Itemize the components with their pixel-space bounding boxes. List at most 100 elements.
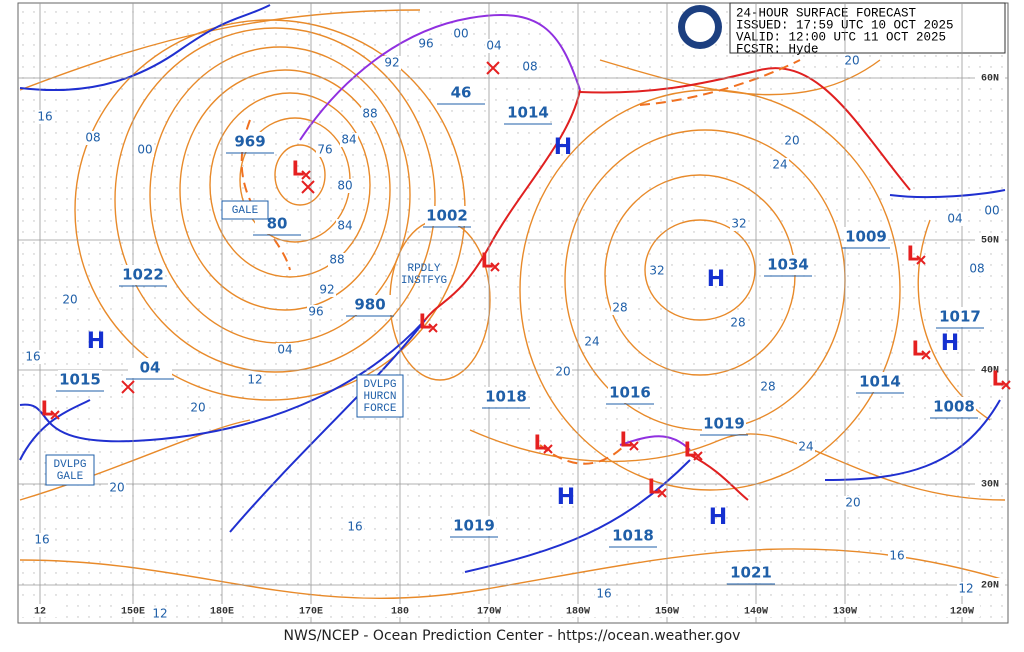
noaa-logo-inner [685,12,715,42]
isobar-label-bg [844,496,862,510]
low-center: L [684,438,697,462]
pressure-bg [121,265,165,285]
isobar-label-bg [361,107,379,121]
isobar-label-bg [888,549,906,563]
isobar-label: 92 [319,283,334,297]
low-center: L [620,428,633,452]
isobar-label-bg [61,293,79,307]
pressure-bg [608,383,652,403]
pressure-bg [348,295,392,315]
pressure-center: 1022 [122,266,164,284]
isobar-label: 96 [418,37,433,51]
isobar-label: 20 [784,134,799,148]
pressure-center: 980 [354,296,385,314]
pressure-center: 1019 [453,517,495,535]
isobar-label-bg [968,262,986,276]
lon-label-box [204,604,240,617]
isobar-label: 32 [731,217,746,231]
low-center: L [912,337,925,361]
high-center: H [87,329,105,354]
isobar-label: 16 [347,520,362,534]
lon-label: 150W [655,607,679,618]
isobar-label: 24 [584,335,599,349]
lon-label: 180E [210,607,234,618]
high-center: H [554,135,572,160]
lat-label: 50N [981,236,999,247]
isobar-label-bg [983,204,1001,218]
pressure-bg [932,397,976,417]
high-center: H [557,485,575,510]
isobar-label-bg [383,56,401,70]
isobar-label: 08 [969,262,984,276]
pressure-center: 1015 [59,371,101,389]
isobar-label-bg [521,60,539,74]
isobar-label: 20 [845,496,860,510]
pressure-bg [439,83,483,103]
isobar-label: 16 [34,533,49,547]
isobar-label-bg [485,39,503,53]
isobar-label: 84 [337,219,352,233]
isobar-label: 28 [612,301,627,315]
isobar-label-bg [318,283,336,297]
pressure-bg [729,563,773,583]
header-title: 24-HOUR SURFACE FORECAST [736,6,917,20]
lon-label-box [115,604,151,617]
pressure-center: 1018 [612,527,654,545]
isobar-label: 84 [341,133,356,147]
pressure-center: 1009 [845,228,887,246]
pressure-center: 04 [140,359,161,377]
isobar-label-bg [340,133,358,147]
lat-label-box [975,477,1005,491]
lon-label: 170W [477,607,501,618]
isobar-label: 00 [137,143,152,157]
pressure-center: 1017 [939,308,981,326]
pressure-center: 1021 [730,564,772,582]
header-valid: VALID: 12:00 UTC 11 OCT 2025 [736,30,946,44]
isobar-label: 24 [772,158,787,172]
isobar-label: 92 [384,56,399,70]
isobar-label-bg [771,158,789,172]
low-cross [693,451,703,461]
isobar-label-bg [783,134,801,148]
annotation: HURCN [363,391,396,403]
isobar-label-bg [759,380,777,394]
isobar-label: 04 [947,212,962,226]
lat-label: 20N [981,581,999,592]
isobar-label: 88 [362,107,377,121]
isobar-label: 04 [277,343,292,357]
isobar-label-bg [24,350,42,364]
high-center: H [941,331,959,356]
isobar-label: 76 [317,143,332,157]
lon-label: 170E [299,607,323,618]
isobar-label: 16 [25,350,40,364]
low-center: L [481,249,494,273]
isobar-label: 28 [760,380,775,394]
pressure-bg [228,132,272,152]
pressure-bg [128,358,172,378]
annotation: GALE [57,471,84,483]
low-cross [428,323,438,333]
pressure-bg [611,526,655,546]
isobar-label-bg [189,401,207,415]
isobar-label-bg [136,143,154,157]
annotation: GALE [232,205,259,217]
lon-label: 120W [950,607,974,618]
isobar-label-bg [729,316,747,330]
isobar-label-bg [595,587,613,601]
isobar-label: 04 [486,39,501,53]
annotation: DVLPG [363,379,396,391]
isobar-label: 80 [337,179,352,193]
low-cross [629,441,639,451]
isobar-label: 12 [958,582,973,596]
pressure-bg [844,227,888,247]
lon-label-box [22,604,58,617]
lon-label: 180 [391,607,409,618]
low-center: L [41,397,54,421]
pressure-center: 1014 [859,373,901,391]
isobar-label-bg [797,440,815,454]
pressure-center: 80 [267,215,288,233]
isobar-label-bg [648,264,666,278]
pressure-center: 1034 [767,256,809,274]
lon-label-box [649,604,685,617]
